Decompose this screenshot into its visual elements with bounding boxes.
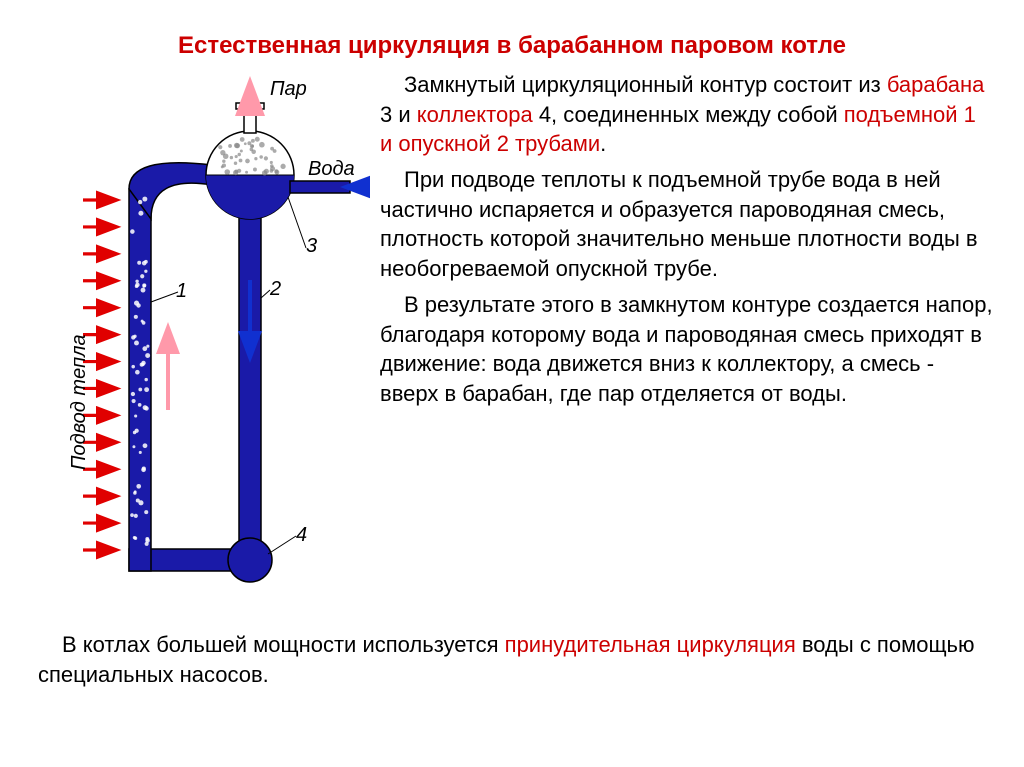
page-title: Естественная циркуляция в барабанном пар… (0, 0, 1024, 60)
heat-label: Подвод тепла (68, 334, 91, 470)
p1-text-c: 3 и (380, 102, 417, 127)
num-2: 2 (270, 278, 281, 301)
text-column: Замкнутый циркуляционный контур состоит … (370, 70, 994, 630)
para-4: В котлах большей мощности используется п… (0, 630, 1024, 689)
p4-hl-forced: принудительная циркуляция (505, 632, 796, 657)
p1-text-a: Замкнутый циркуляционный контур состоит … (404, 72, 887, 97)
p1-hl-drum: барабана (887, 72, 985, 97)
p1-text-g: . (600, 131, 606, 156)
para-1: Замкнутый циркуляционный контур состоит … (380, 70, 994, 159)
p1-hl-collector: коллектора (417, 102, 533, 127)
steam-label: Пар (270, 78, 307, 101)
num-4: 4 (296, 524, 307, 547)
p4-text-a: В котлах большей мощности используется (62, 632, 505, 657)
diagram-area: Пар Вода Подвод тепла 1 2 3 4 (30, 70, 370, 630)
content-row: Пар Вода Подвод тепла 1 2 3 4 Замкнутый … (0, 60, 1024, 630)
para-3: В результате этого в замкнутом контуре с… (380, 290, 994, 409)
num-3: 3 (306, 235, 317, 258)
num-1: 1 (176, 280, 187, 303)
water-label: Вода (308, 158, 355, 181)
p1-text-e: 4, соединенных между собой (533, 102, 844, 127)
para-2: При подводе теплоты к подъемной трубе во… (380, 165, 994, 284)
